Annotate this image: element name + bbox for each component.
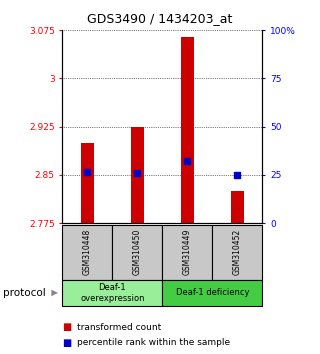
Text: Deaf-1
overexpression: Deaf-1 overexpression — [80, 283, 145, 303]
Bar — [163, 280, 262, 306]
Text: ■: ■ — [62, 322, 72, 332]
Point — [135, 170, 140, 176]
Bar — [231, 191, 244, 223]
Bar — [181, 36, 194, 223]
Bar — [112, 225, 163, 280]
Point — [85, 169, 90, 175]
Point — [235, 172, 240, 178]
Text: ■: ■ — [62, 338, 72, 348]
Text: GSM310448: GSM310448 — [83, 229, 92, 275]
Bar — [212, 225, 262, 280]
Bar — [62, 225, 112, 280]
Text: GSM310449: GSM310449 — [183, 229, 192, 275]
Point — [185, 159, 190, 164]
Bar — [81, 143, 94, 223]
Text: GSM310450: GSM310450 — [133, 229, 142, 275]
Bar — [163, 225, 212, 280]
Text: GSM310452: GSM310452 — [233, 229, 242, 275]
Text: percentile rank within the sample: percentile rank within the sample — [77, 338, 230, 347]
Text: GDS3490 / 1434203_at: GDS3490 / 1434203_at — [87, 12, 233, 25]
Text: protocol: protocol — [3, 288, 46, 298]
Bar — [62, 280, 163, 306]
Text: Deaf-1 deficiency: Deaf-1 deficiency — [176, 289, 249, 297]
Bar — [131, 126, 144, 223]
Text: transformed count: transformed count — [77, 323, 161, 332]
